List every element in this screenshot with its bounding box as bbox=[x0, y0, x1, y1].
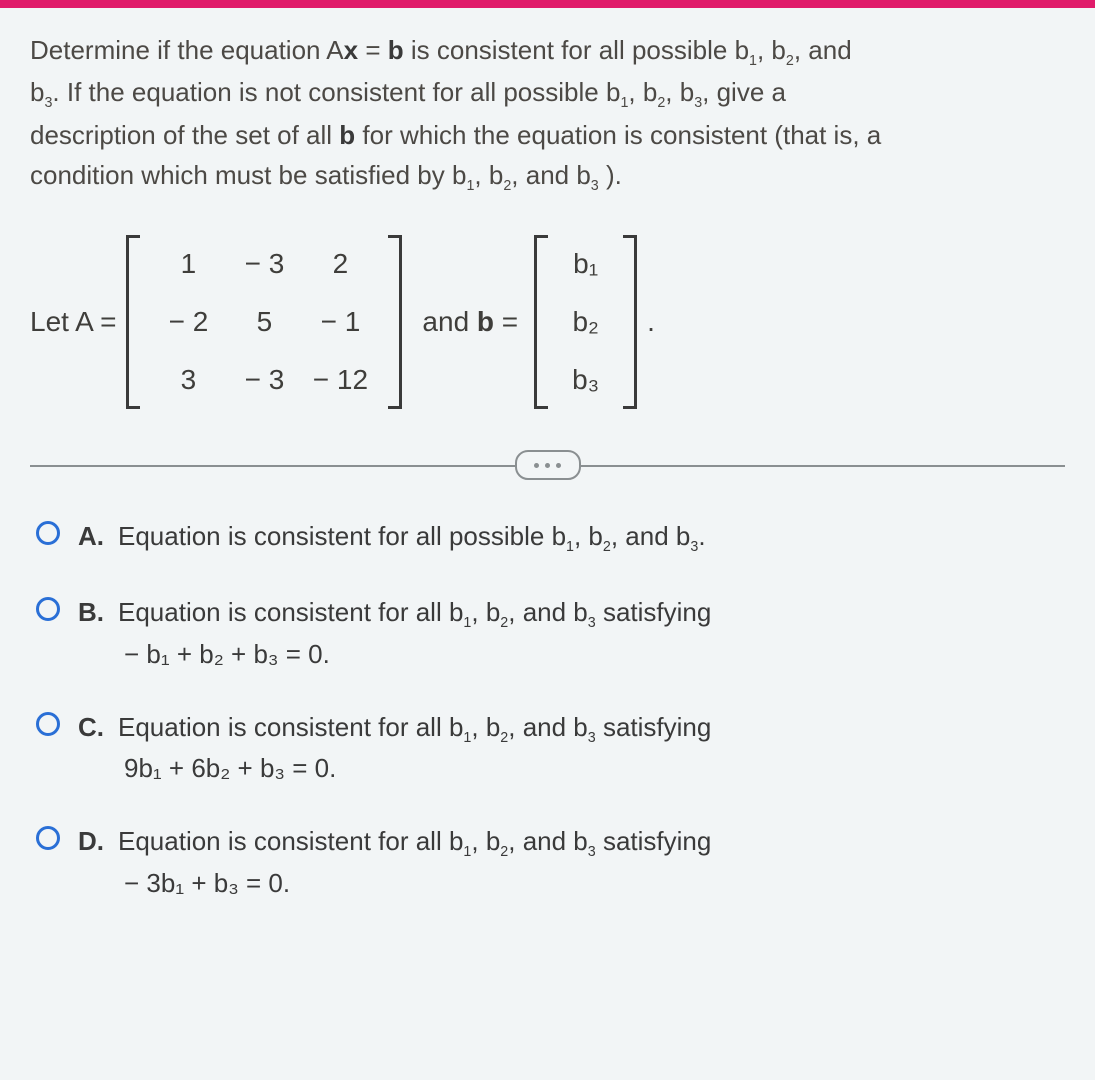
choice-text: , and b bbox=[611, 521, 691, 551]
choice-equation: − b₁ + b₂ + b₃ = 0. bbox=[124, 635, 711, 674]
radio-D[interactable] bbox=[36, 826, 60, 850]
bold-b: b bbox=[339, 120, 355, 150]
radio-B[interactable] bbox=[36, 597, 60, 621]
and-b-label: and bbox=[422, 306, 477, 337]
divider bbox=[30, 445, 1065, 485]
prompt-text: for which the equation is consistent (th… bbox=[355, 120, 881, 150]
prompt-text: ). bbox=[599, 160, 622, 190]
choice-text: Equation is consistent for all possible … bbox=[118, 521, 566, 551]
sub-2: 2 bbox=[786, 53, 794, 69]
radio-A[interactable] bbox=[36, 521, 60, 545]
choice-text: , b bbox=[471, 826, 500, 856]
dot-icon bbox=[534, 463, 539, 468]
choice-text: , and b bbox=[508, 597, 588, 627]
matA-cell: 1 bbox=[150, 248, 226, 280]
choice-text: , b bbox=[471, 712, 500, 742]
prompt-text: , b bbox=[757, 35, 786, 65]
choice-D[interactable]: D.Equation is consistent for all b1, b2,… bbox=[36, 822, 1065, 903]
eq: = bbox=[358, 35, 388, 65]
sub-1: 1 bbox=[749, 53, 757, 69]
bracket-left-icon bbox=[534, 235, 548, 409]
dot-icon bbox=[556, 463, 561, 468]
choice-text: . bbox=[698, 521, 705, 551]
sub-3: 3 bbox=[694, 96, 702, 112]
choice-C-body: C.Equation is consistent for all b1, b2,… bbox=[78, 708, 711, 789]
question-prompt: Determine if the equation Ax = b is cons… bbox=[30, 30, 1065, 197]
choice-text: , b bbox=[471, 597, 500, 627]
choice-text: , b bbox=[574, 521, 603, 551]
choice-A[interactable]: A. Equation is consistent for all possibl… bbox=[36, 517, 1065, 559]
vecB-entry: b₂ bbox=[572, 306, 599, 338]
period: . bbox=[647, 306, 655, 338]
choice-A-body: A. Equation is consistent for all possibl… bbox=[78, 517, 706, 559]
matrix-A: 1 − 3 2 − 2 5 − 1 3 − 3 − 12 bbox=[150, 235, 378, 409]
sub-3: 3 bbox=[588, 844, 596, 860]
bold-b: b bbox=[477, 306, 494, 337]
matA-cell: − 2 bbox=[150, 306, 226, 338]
more-dots-button[interactable] bbox=[515, 450, 581, 480]
bracket-left-icon bbox=[126, 235, 140, 409]
choice-text: , and b bbox=[508, 826, 588, 856]
dot-icon bbox=[545, 463, 550, 468]
prompt-text: , and bbox=[794, 35, 852, 65]
prompt-text: , b bbox=[665, 77, 694, 107]
choice-letter: C. bbox=[78, 712, 104, 742]
matrix-definitions: Let A = 1 − 3 2 − 2 5 − 1 3 − 3 − 12 and… bbox=[30, 235, 1065, 409]
bold-b: b bbox=[388, 35, 404, 65]
sub-3: 3 bbox=[588, 615, 596, 631]
choice-equation: 9b₁ + 6b₂ + b₃ = 0. bbox=[124, 749, 711, 788]
matA-cell: − 12 bbox=[302, 364, 378, 396]
choice-text: satisfying bbox=[596, 597, 712, 627]
prompt-text: description of the set of all bbox=[30, 120, 339, 150]
matA-cell: − 1 bbox=[302, 306, 378, 338]
choice-C[interactable]: C.Equation is consistent for all b1, b2,… bbox=[36, 708, 1065, 789]
matA-cell: − 3 bbox=[226, 248, 302, 280]
prompt-text: , and b bbox=[511, 160, 591, 190]
prompt-text: Determine if the equation A bbox=[30, 35, 344, 65]
choice-letter: B. bbox=[78, 597, 104, 627]
choice-text: Equation is consistent for all b bbox=[118, 712, 463, 742]
vecB-entry: b₃ bbox=[572, 364, 599, 396]
question-page: Determine if the equation Ax = b is cons… bbox=[0, 8, 1095, 903]
bold-x: x bbox=[344, 35, 358, 65]
prompt-text: condition which must be satisfied by b bbox=[30, 160, 466, 190]
sub-3: 3 bbox=[591, 178, 599, 194]
top-accent-bar bbox=[0, 0, 1095, 8]
prompt-text: . If the equation is not consistent for … bbox=[52, 77, 620, 107]
prompt-text: is consistent for all possible b bbox=[404, 35, 749, 65]
bracket-right-icon bbox=[623, 235, 637, 409]
choice-B-body: B.Equation is consistent for all b1, b2,… bbox=[78, 593, 711, 674]
matA-cell: − 3 bbox=[226, 364, 302, 396]
choice-text: satisfying bbox=[596, 826, 712, 856]
prompt-text: , b bbox=[628, 77, 657, 107]
prompt-text: , give a bbox=[702, 77, 786, 107]
choice-D-body: D.Equation is consistent for all b1, b2,… bbox=[78, 822, 711, 903]
sub-1: 1 bbox=[566, 540, 574, 556]
vector-b: b₁ b₂ b₃ bbox=[558, 235, 613, 409]
choice-B[interactable]: B.Equation is consistent for all b1, b2,… bbox=[36, 593, 1065, 674]
sub-3: 3 bbox=[588, 730, 596, 746]
let-a-label: Let A = bbox=[30, 306, 116, 338]
sub-2: 2 bbox=[603, 540, 611, 556]
matA-cell: 3 bbox=[150, 364, 226, 396]
choice-letter: D. bbox=[78, 826, 104, 856]
beq: = bbox=[494, 306, 518, 337]
choice-text: satisfying bbox=[596, 712, 712, 742]
prompt-text: b bbox=[30, 77, 44, 107]
radio-C[interactable] bbox=[36, 712, 60, 736]
choice-text: , and b bbox=[508, 712, 588, 742]
prompt-text: , b bbox=[474, 160, 503, 190]
vecB-entry: b₁ bbox=[572, 248, 599, 280]
matA-cell: 5 bbox=[226, 306, 302, 338]
choice-text: Equation is consistent for all b bbox=[118, 826, 463, 856]
choice-equation: − 3b₁ + b₃ = 0. bbox=[124, 864, 711, 903]
choice-letter: A. bbox=[78, 521, 104, 551]
bracket-right-icon bbox=[388, 235, 402, 409]
matA-cell: 2 bbox=[302, 248, 378, 280]
choice-text: Equation is consistent for all b bbox=[118, 597, 463, 627]
